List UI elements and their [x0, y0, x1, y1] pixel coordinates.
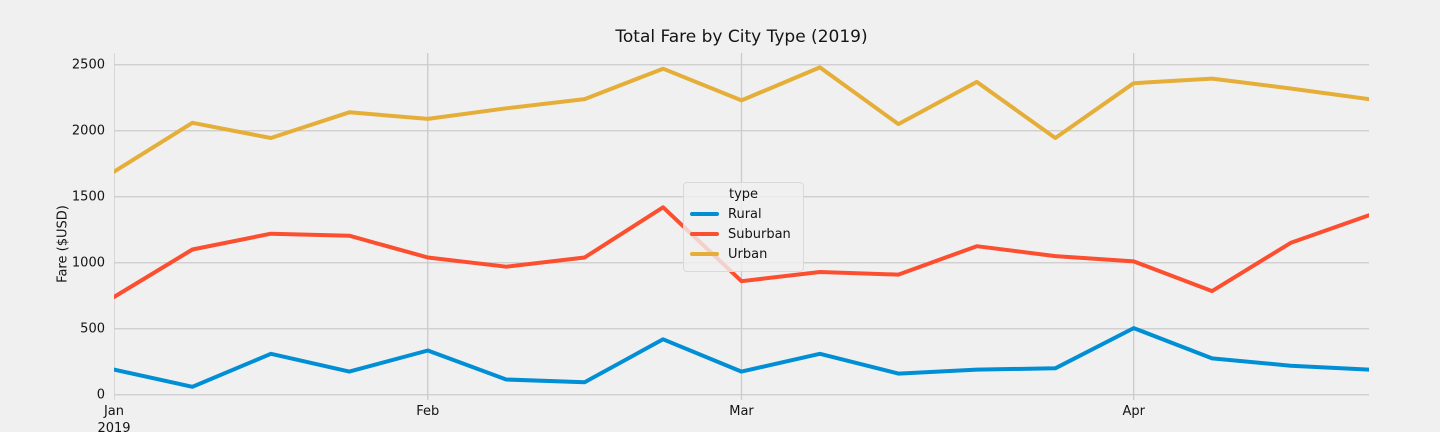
y-axis-label: Fare ($USD): [55, 205, 71, 283]
chart-title: Total Fare by City Type (2019): [615, 27, 868, 47]
x-tick-label: Jan 2019: [97, 404, 131, 432]
legend-label-rural: Rural: [728, 206, 762, 222]
legend-item-urban: Urban: [684, 244, 803, 264]
x-tick-label: Feb: [416, 404, 440, 419]
suburban-line: [114, 205, 1369, 299]
rural-line: [114, 326, 1369, 389]
plot-area: [114, 53, 1369, 400]
y-tick-label: 1500: [71, 189, 105, 205]
y-tick-label: 2000: [71, 123, 105, 139]
y-tick-label: 0: [96, 387, 105, 403]
legend-item-suburban: Suburban: [684, 224, 803, 244]
legend-title: type: [728, 187, 759, 202]
legend-label-suburban: Suburban: [728, 226, 791, 242]
urban-line-swatch: [690, 252, 719, 256]
legend-item-rural: Rural: [684, 204, 803, 224]
x-tick-label: Apr: [1122, 404, 1145, 419]
legend-label-urban: Urban: [728, 246, 768, 262]
suburban-line-swatch: [690, 232, 719, 236]
urban-line: [114, 65, 1369, 174]
y-tick-label: 500: [80, 321, 105, 337]
y-tick-label: 2500: [71, 57, 105, 73]
rural-line-swatch: [690, 212, 719, 216]
legend: type Rural Suburban Urban: [683, 182, 804, 272]
y-tick-label: 1000: [71, 255, 105, 271]
x-tick-label: Mar: [729, 404, 754, 419]
